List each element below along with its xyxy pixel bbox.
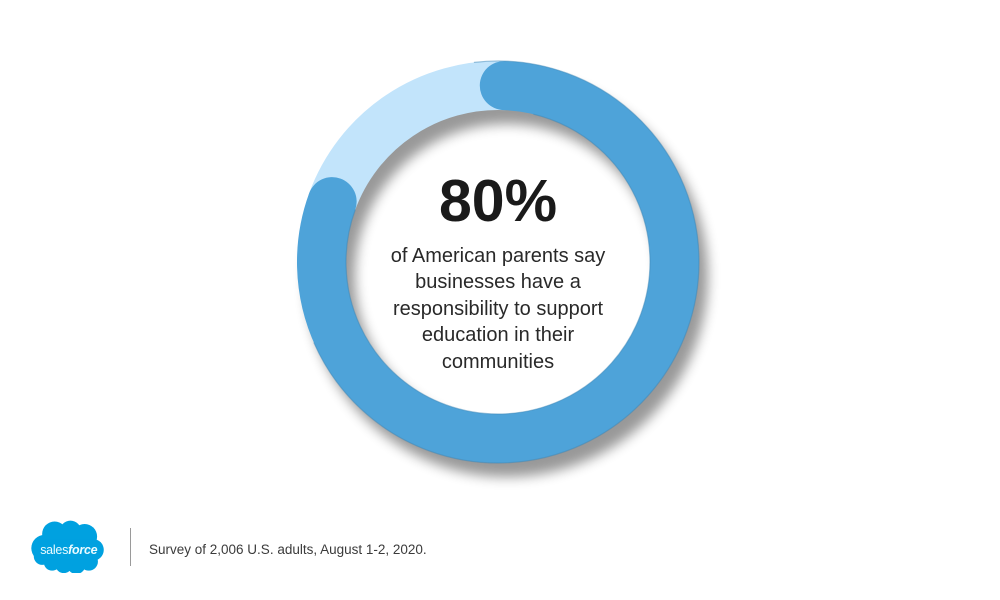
- svg-text:salesforce: salesforce: [40, 543, 97, 557]
